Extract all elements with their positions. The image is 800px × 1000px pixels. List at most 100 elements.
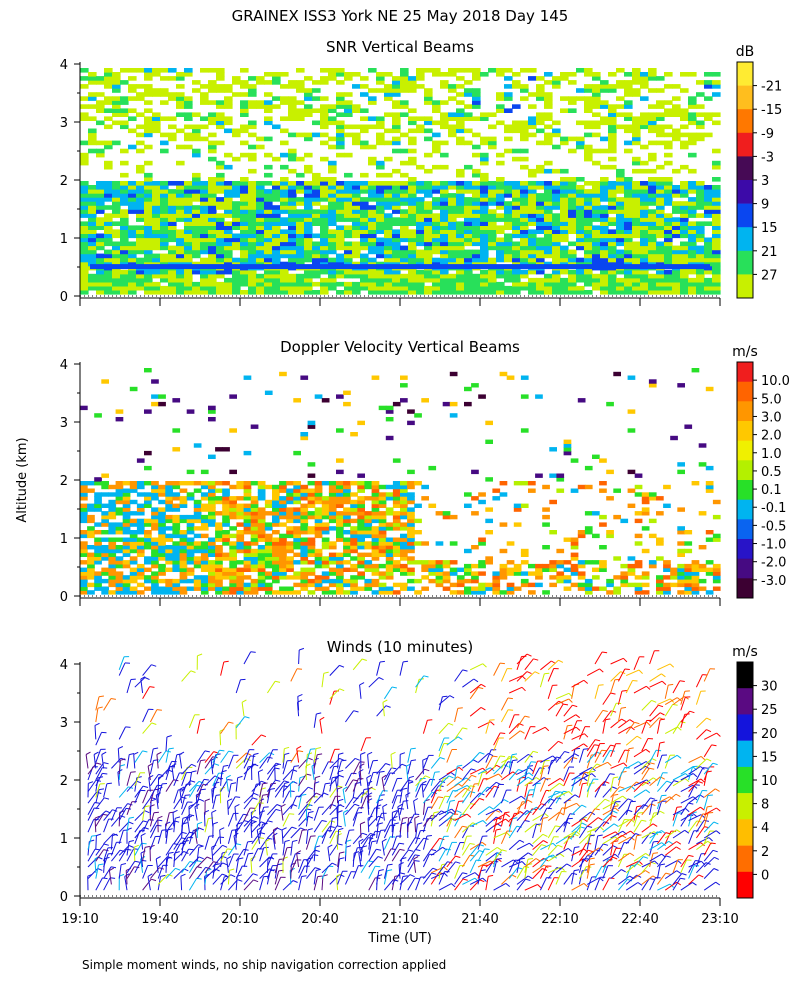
snr-cell [432, 132, 441, 138]
doppler-cell [328, 578, 337, 584]
doppler-cell [193, 511, 202, 516]
snr-cell [416, 68, 425, 73]
doppler-cell [392, 514, 401, 520]
snr-cell [544, 185, 553, 190]
doppler-cell [328, 552, 337, 557]
snr-cell [408, 185, 417, 190]
snr-cell [504, 217, 513, 222]
snr-cell [176, 76, 185, 81]
wind-barb [134, 772, 141, 786]
snr-cell [280, 164, 289, 170]
doppler-cell [478, 582, 486, 588]
snr-cell [248, 100, 257, 105]
snr-cell [640, 112, 649, 117]
doppler-cell [222, 556, 230, 561]
wind-barb [126, 841, 130, 856]
snr-cell [448, 290, 457, 295]
snr-cell [496, 104, 505, 109]
snr-cell [296, 84, 305, 89]
snr-cell [432, 225, 441, 230]
wind-barb [149, 836, 156, 850]
snr-cell [200, 209, 209, 214]
snr-cell [496, 217, 505, 222]
snr-cell [448, 205, 457, 210]
snr-cell [528, 221, 537, 226]
doppler-cell [193, 578, 202, 584]
snr-cell [128, 88, 137, 93]
snr-cell [704, 116, 713, 121]
doppler-cell [193, 526, 202, 531]
snr-cell [144, 177, 153, 182]
snr-cell [80, 277, 89, 283]
doppler-cell [165, 503, 173, 508]
doppler-cell [705, 537, 714, 542]
snr-cell [648, 201, 657, 206]
colorbar-swatch [737, 132, 753, 157]
snr-cell [640, 261, 649, 267]
doppler-cell [144, 541, 152, 546]
snr-cell [80, 213, 89, 218]
doppler-cell [321, 541, 330, 546]
doppler-cell [215, 571, 223, 576]
doppler-cell [464, 567, 472, 572]
snr-cell [328, 197, 337, 202]
snr-cell [448, 193, 457, 198]
doppler-cell [264, 556, 273, 561]
snr-cell [248, 213, 257, 218]
snr-cell [264, 221, 273, 226]
wind-barb-feather [110, 698, 116, 700]
snr-cell [696, 277, 705, 283]
snr-cell [648, 229, 657, 234]
snr-cell [416, 76, 425, 81]
snr-cell [688, 181, 697, 186]
snr-cell [464, 128, 473, 134]
doppler-cell [222, 514, 230, 520]
doppler-cell [492, 571, 501, 576]
snr-cell [488, 193, 497, 198]
snr-cell [304, 168, 313, 174]
wind-barb [142, 819, 150, 833]
snr-cell [688, 168, 697, 174]
snr-cell [176, 257, 185, 263]
snr-cell [608, 112, 617, 117]
doppler-cell [407, 578, 415, 584]
snr-cell [592, 213, 601, 218]
snr-cell [624, 237, 633, 243]
doppler-cell [200, 560, 209, 565]
doppler-cell [371, 537, 380, 542]
snr-cell [216, 233, 225, 239]
snr-cell [480, 112, 489, 117]
doppler-cell [364, 563, 373, 569]
snr-cell [392, 221, 401, 226]
snr-cell [432, 185, 441, 190]
snr-cell [216, 213, 225, 218]
snr-cell [328, 76, 337, 81]
doppler-cell [193, 443, 202, 448]
snr-cell [136, 237, 145, 243]
snr-cell [648, 152, 657, 158]
colorbar-label: -2.0 [761, 556, 786, 571]
doppler-cell [108, 499, 117, 505]
wind-barb-feather [168, 851, 174, 854]
doppler-cell [328, 541, 337, 546]
doppler-cell [506, 560, 515, 565]
snr-cell [256, 253, 265, 259]
doppler-cell [272, 492, 280, 497]
wind-barb [181, 831, 190, 845]
doppler-cell [80, 552, 88, 557]
doppler-cell [279, 567, 287, 572]
doppler-cell [101, 473, 109, 478]
doppler-cell [357, 571, 365, 576]
snr-cell [344, 124, 353, 130]
doppler-cell [513, 522, 522, 527]
doppler-cell [286, 507, 294, 512]
doppler-cell [108, 511, 117, 516]
doppler-cell [94, 481, 102, 486]
snr-cell [600, 185, 609, 190]
snr-cell [96, 181, 105, 186]
snr-cell [568, 108, 577, 113]
snr-cell [712, 225, 721, 230]
snr-cell [304, 225, 313, 230]
wind-barb-feather [98, 863, 104, 866]
doppler-cell [144, 533, 152, 539]
